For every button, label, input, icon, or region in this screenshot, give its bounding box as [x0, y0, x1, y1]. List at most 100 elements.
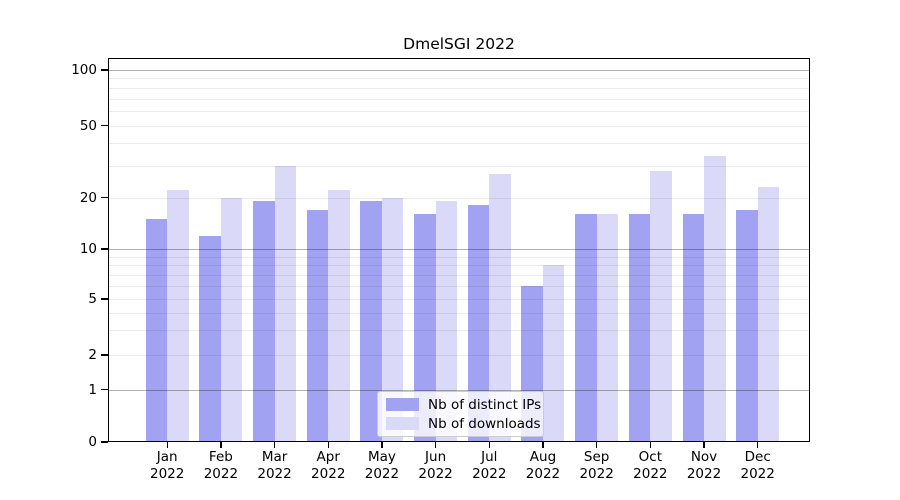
x-tick-mark-jul [488, 442, 490, 448]
x-tick-mark-oct [649, 442, 651, 448]
bar-downloads-may [381, 197, 404, 442]
legend-label-distinct-ips: Nb of distinct IPs [428, 396, 542, 413]
gridline-minor-6 [109, 285, 809, 287]
x-tick-mark-mar [273, 442, 276, 448]
x-tick-year: 2022 [633, 465, 668, 482]
x-tick-label-feb: Feb 2022 [193, 449, 249, 482]
x-tick-month: Jun [425, 449, 447, 465]
bar-downloads-jul [489, 174, 511, 442]
bar-downloads-mar [274, 165, 297, 442]
x-tick-label-apr: Apr 2022 [300, 449, 356, 482]
x-tick-month: Dec [744, 449, 771, 465]
legend-swatch-distinct-ips [386, 398, 419, 411]
bar-distinct-ips-jul [467, 205, 490, 442]
x-tick-month: Mar [261, 449, 288, 465]
x-tick-year: 2022 [203, 465, 239, 482]
x-tick-month: Oct [638, 449, 662, 465]
gridline-major-1 [109, 389, 809, 391]
bar-distinct-ips-dec [736, 209, 758, 442]
x-tick-label-nov: Nov 2022 [676, 449, 732, 482]
y-tick-mark-100 [101, 69, 108, 71]
bar-distinct-ips-oct [628, 214, 651, 442]
x-tick-mark-sep [596, 442, 598, 448]
y-tick-label-20: 20 [79, 189, 97, 206]
gridline-major-100 [109, 70, 809, 71]
y-tick-label-5: 5 [88, 291, 97, 307]
x-tick-mark-nov [703, 442, 705, 448]
x-tick-label-sep: Sep 2022 [569, 449, 625, 482]
x-tick-mark-feb [220, 442, 222, 448]
x-tick-label-jan: Jan 2022 [139, 449, 195, 482]
gridline-minor-40 [109, 143, 809, 145]
bar-distinct-ips-may [360, 201, 382, 442]
bar-distinct-ips-feb [199, 235, 221, 442]
bar-distinct-ips-jan [145, 218, 168, 442]
x-tick-label-jun: Jun 2022 [408, 449, 464, 482]
gridline-minor-50 [109, 125, 809, 127]
x-tick-month: Aug [529, 449, 557, 465]
bar-downloads-aug [542, 265, 565, 442]
gridline-minor-7 [109, 274, 809, 276]
y-tick-label-2: 2 [88, 347, 97, 363]
gridline-minor-4 [109, 312, 809, 314]
bar-downloads-dec [757, 186, 780, 442]
bar-downloads-sep [596, 214, 619, 442]
legend-item-distinct-ips: Nb of distinct IPs [386, 395, 541, 414]
gridline-minor-60 [109, 110, 809, 112]
y-tick-mark-5 [101, 298, 108, 300]
bar-downloads-oct [650, 171, 672, 442]
x-tick-label-jul: Jul 2022 [461, 449, 517, 482]
x-tick-mark-aug [542, 442, 544, 448]
x-tick-month: Jan [156, 449, 178, 465]
y-tick-label-0: 0 [88, 434, 97, 450]
legend-swatch-downloads [386, 417, 419, 430]
x-tick-year: 2022 [579, 465, 614, 482]
x-tick-year: 2022 [525, 465, 561, 482]
gridline-minor-30 [109, 165, 809, 167]
x-tick-mark-dec [757, 442, 759, 448]
bar-downloads-nov [704, 155, 726, 442]
bar-downloads-feb [220, 197, 243, 442]
x-tick-year: 2022 [311, 465, 346, 482]
x-tick-mark-jan [166, 442, 168, 448]
gridline-major-10 [109, 249, 809, 250]
plot-area [108, 58, 810, 442]
x-tick-year: 2022 [418, 465, 453, 482]
y-tick-mark-1 [101, 388, 108, 391]
y-tick-label-50: 50 [79, 117, 97, 134]
bar-distinct-ips-mar [253, 201, 275, 442]
y-tick-label-100: 100 [71, 62, 97, 78]
y-tick-label-1: 1 [88, 381, 97, 398]
y-tick-mark-20 [101, 197, 108, 199]
x-tick-mark-jun [434, 442, 437, 448]
gridline-minor-20 [109, 197, 809, 199]
gridline-minor-80 [109, 87, 809, 89]
legend: Nb of distinct IPs Nb of downloads [377, 391, 544, 437]
x-tick-month: Jul [481, 449, 498, 465]
bar-downloads-jan [167, 190, 189, 442]
gridline-minor-2 [109, 355, 809, 356]
x-tick-label-may: May 2022 [354, 449, 410, 482]
bar-downloads-jun [435, 201, 458, 442]
x-tick-year: 2022 [740, 465, 775, 482]
x-tick-month: Nov [690, 449, 718, 465]
x-tick-month: Sep [583, 449, 610, 465]
x-tick-year: 2022 [472, 465, 507, 482]
legend-item-downloads: Nb of downloads [386, 414, 541, 433]
gridline-minor-70 [109, 98, 809, 100]
bar-distinct-ips-apr [306, 209, 329, 442]
y-tick-mark-50 [101, 124, 108, 127]
x-tick-mark-may [381, 442, 383, 448]
x-tick-year: 2022 [686, 465, 722, 482]
x-tick-month: May [367, 449, 396, 465]
y-tick-mark-2 [101, 354, 108, 356]
x-tick-label-dec: Dec 2022 [730, 449, 786, 482]
gridline-minor-8 [109, 265, 809, 267]
x-tick-year: 2022 [150, 465, 185, 482]
bar-distinct-ips-jun [414, 214, 436, 442]
gridline-minor-9 [109, 256, 809, 258]
chart-title: DmelSGI 2022 [403, 35, 515, 53]
gridline-minor-90 [109, 78, 809, 80]
y-tick-mark-0 [101, 441, 108, 443]
